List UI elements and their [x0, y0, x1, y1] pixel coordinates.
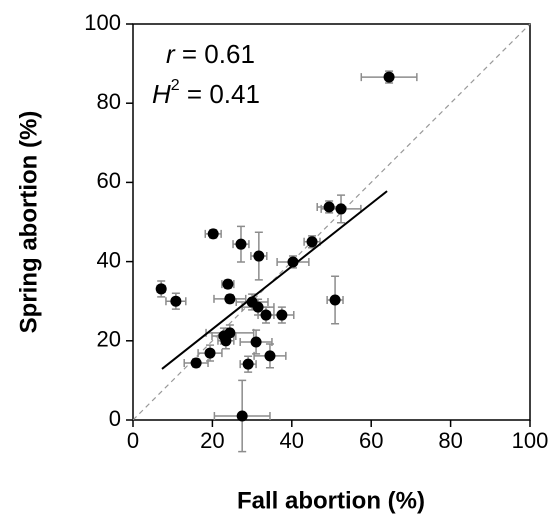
y-tick-label: 60 [97, 168, 121, 193]
x-tick-label: 80 [438, 428, 462, 453]
annotation-symbol: H [152, 79, 171, 109]
point [242, 358, 254, 370]
annotation-superscript: 2 [171, 77, 180, 94]
point [250, 336, 262, 348]
point [287, 256, 299, 268]
y-tick-label: 80 [97, 89, 121, 114]
y-tick-label: 0 [109, 406, 121, 431]
point [235, 238, 247, 250]
point [383, 71, 395, 83]
point [222, 278, 234, 290]
point [264, 350, 276, 362]
annotation-text: = 0.61 [175, 39, 255, 69]
annotation: r = 0.61 [166, 39, 255, 69]
x-tick-label: 20 [200, 428, 224, 453]
point [276, 309, 288, 321]
point [220, 335, 232, 347]
fit-line [161, 190, 388, 370]
plot-frame [132, 23, 531, 421]
point [190, 357, 202, 369]
x-tick-label: 100 [512, 428, 549, 453]
point [155, 283, 167, 295]
x-tick-label: 40 [280, 428, 304, 453]
point [253, 250, 265, 262]
point [335, 203, 347, 215]
point [207, 228, 219, 240]
x-tick-label: 0 [127, 428, 139, 453]
point [170, 295, 182, 307]
annotation-symbol: r [166, 39, 176, 69]
annotation-text: = 0.41 [180, 79, 260, 109]
x-tick-label: 60 [359, 428, 383, 453]
x-axis-title: Fall abortion (%) [237, 487, 425, 514]
point [224, 293, 236, 305]
y-tick-label: 100 [84, 10, 121, 35]
y-tick-label: 20 [97, 327, 121, 352]
y-tick-label: 40 [97, 247, 121, 272]
point [306, 236, 318, 248]
point [329, 294, 341, 306]
point [252, 301, 264, 313]
point [260, 309, 272, 321]
point [204, 347, 216, 359]
identity-line [132, 23, 531, 421]
point [323, 201, 335, 213]
y-axis-title: Spring abortion (%) [15, 111, 42, 334]
point [236, 410, 248, 422]
annotation: H2 = 0.41 [152, 77, 260, 109]
